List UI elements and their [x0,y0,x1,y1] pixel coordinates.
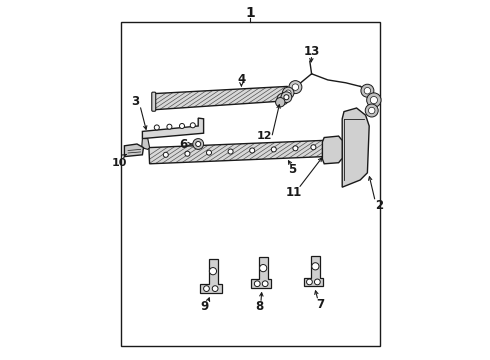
Circle shape [370,96,377,104]
Circle shape [364,87,370,94]
Polygon shape [142,139,149,149]
Polygon shape [342,108,369,187]
Polygon shape [153,86,288,110]
Polygon shape [200,259,221,293]
Circle shape [206,150,212,155]
Circle shape [365,104,378,117]
Text: 1: 1 [245,6,255,19]
Text: 7: 7 [317,298,325,311]
Circle shape [196,141,201,147]
Circle shape [361,84,374,97]
Text: 3: 3 [131,95,139,108]
Circle shape [179,123,185,129]
Circle shape [190,123,196,128]
Circle shape [292,84,298,90]
Circle shape [281,92,292,103]
Circle shape [280,96,286,102]
Circle shape [167,124,172,129]
Circle shape [262,281,268,287]
Text: 4: 4 [237,73,245,86]
Circle shape [271,147,276,152]
Text: 6: 6 [180,138,188,150]
Circle shape [228,149,233,154]
Polygon shape [322,136,342,164]
Polygon shape [124,144,144,157]
Bar [121,22,380,346]
Circle shape [193,139,204,149]
Circle shape [277,93,289,105]
Polygon shape [303,256,323,286]
Circle shape [250,148,255,153]
Polygon shape [143,118,204,139]
Circle shape [312,263,319,270]
Circle shape [285,90,291,96]
Circle shape [315,279,320,285]
Text: 10: 10 [111,158,127,168]
Text: 11: 11 [286,186,302,199]
Text: 5: 5 [288,163,296,176]
Text: 12: 12 [257,131,272,141]
Circle shape [260,265,267,272]
Text: 2: 2 [375,199,383,212]
Circle shape [204,286,209,292]
Text: 13: 13 [303,45,320,58]
Circle shape [185,151,190,156]
Circle shape [289,81,302,94]
Circle shape [307,279,312,285]
Circle shape [163,152,169,157]
Circle shape [367,93,381,107]
FancyBboxPatch shape [152,92,156,111]
Polygon shape [149,140,324,164]
Text: 9: 9 [200,300,209,313]
Circle shape [209,267,217,275]
Circle shape [154,125,159,130]
Polygon shape [251,257,271,288]
Circle shape [293,146,298,151]
Circle shape [311,145,316,150]
Circle shape [212,286,218,292]
Circle shape [368,107,375,114]
Circle shape [275,98,285,107]
Circle shape [284,95,289,100]
Circle shape [254,281,260,287]
Circle shape [282,87,294,99]
Text: 8: 8 [255,300,264,313]
